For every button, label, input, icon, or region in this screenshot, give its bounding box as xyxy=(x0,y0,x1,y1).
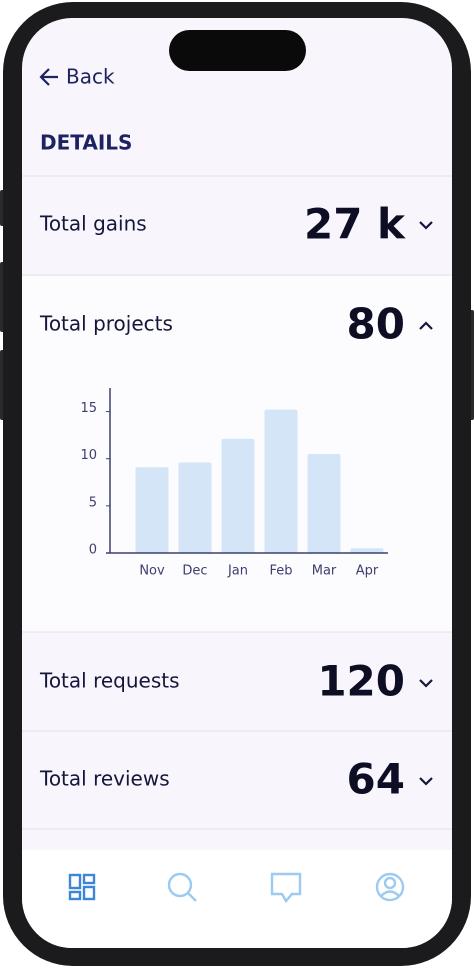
row-label[interactable]: Total reviews xyxy=(39,767,170,791)
back-link[interactable]: Back xyxy=(66,65,115,89)
bar xyxy=(135,467,169,553)
y-tick-label: 5 xyxy=(89,495,97,510)
y-tick-label: 10 xyxy=(80,448,97,463)
row-value: 80 xyxy=(347,300,405,349)
bar xyxy=(221,438,255,553)
search-icon[interactable] xyxy=(167,872,197,902)
row-value: 64 xyxy=(347,755,405,804)
messages-icon[interactable] xyxy=(270,872,302,904)
chevron-down[interactable] xyxy=(419,679,433,688)
row-label[interactable]: Total gains xyxy=(39,212,147,236)
x-tick-label: Nov xyxy=(139,564,165,579)
row-label[interactable]: Total projects xyxy=(39,312,173,336)
row-value: 27 k xyxy=(304,200,406,249)
y-tick-label: 15 xyxy=(80,401,97,416)
bar xyxy=(264,409,298,553)
bar xyxy=(307,454,341,553)
x-tick-label: Dec xyxy=(182,564,207,579)
row-value: 120 xyxy=(317,657,405,706)
chevron-down[interactable] xyxy=(419,221,433,230)
dashboard-icon[interactable] xyxy=(68,873,96,901)
x-tick-label: Mar xyxy=(312,564,337,579)
x-tick-label: Feb xyxy=(269,564,292,579)
bar xyxy=(178,462,212,553)
chevron-up[interactable] xyxy=(419,321,433,330)
bar xyxy=(350,548,384,553)
dynamic-island xyxy=(169,30,306,71)
y-tick-label: 0 xyxy=(89,543,97,558)
profile-icon[interactable] xyxy=(375,872,405,902)
section-title: DETAILS xyxy=(40,131,132,155)
back-arrow[interactable] xyxy=(39,68,58,86)
x-tick-label: Jan xyxy=(227,564,248,579)
row-label[interactable]: Total requests xyxy=(39,669,180,693)
x-tick-label: Apr xyxy=(356,564,379,579)
chevron-down[interactable] xyxy=(419,777,433,786)
